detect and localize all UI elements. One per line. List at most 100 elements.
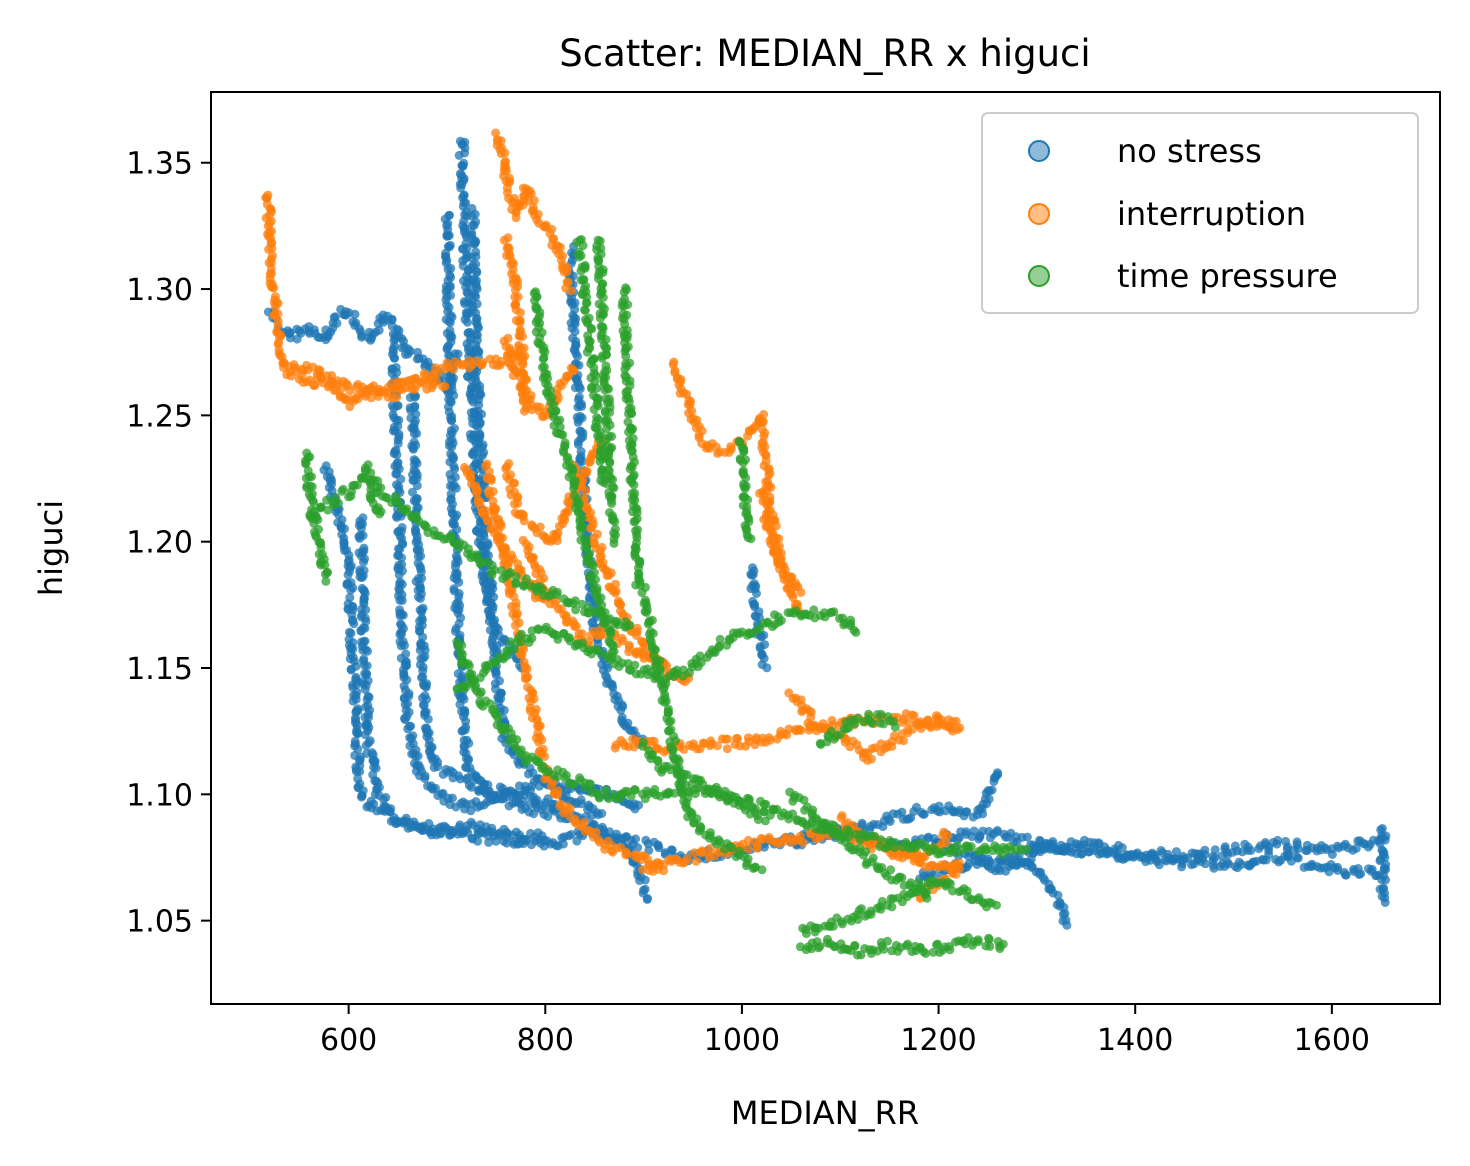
scatter-point bbox=[559, 267, 569, 277]
scatter-point bbox=[389, 403, 399, 413]
scatter-point bbox=[492, 710, 501, 720]
scatter-point bbox=[801, 929, 811, 939]
scatter-point bbox=[623, 718, 633, 728]
scatter-point bbox=[631, 834, 641, 844]
scatter-point bbox=[361, 741, 371, 750]
scatter-point bbox=[996, 859, 1006, 869]
scatter-point bbox=[348, 652, 358, 662]
scatter-point bbox=[985, 786, 995, 796]
scatter-point bbox=[993, 768, 1002, 778]
scatter-point bbox=[581, 486, 591, 496]
scatter-point bbox=[655, 666, 665, 675]
scatter-point bbox=[483, 786, 493, 796]
scatter-point bbox=[477, 451, 487, 461]
scatter-point bbox=[573, 437, 583, 447]
scatter-point bbox=[945, 945, 955, 955]
scatter-point bbox=[850, 940, 860, 950]
scatter-point bbox=[460, 299, 470, 309]
scatter-point bbox=[619, 301, 629, 311]
scatter-point bbox=[447, 793, 457, 803]
scatter-point bbox=[1151, 855, 1161, 865]
scatter-point bbox=[606, 629, 616, 639]
scatter-point bbox=[543, 812, 553, 821]
scatter-point bbox=[640, 875, 650, 885]
scatter-point bbox=[1048, 837, 1058, 846]
scatter-point bbox=[569, 366, 579, 376]
scatter-point bbox=[535, 522, 545, 532]
scatter-point bbox=[553, 790, 563, 800]
scatter-point bbox=[457, 161, 467, 170]
scatter-point bbox=[359, 586, 369, 596]
scatter-point bbox=[759, 653, 769, 663]
scatter-point bbox=[360, 712, 370, 722]
scatter-point bbox=[356, 524, 366, 533]
scatter-point bbox=[897, 807, 907, 817]
scatter-point bbox=[1200, 845, 1210, 855]
scatter-point bbox=[442, 256, 452, 266]
scatter-point bbox=[376, 507, 386, 516]
scatter-point bbox=[457, 244, 467, 254]
scatter-point bbox=[762, 663, 772, 673]
scatter-point bbox=[436, 829, 445, 839]
scatter-point bbox=[612, 833, 622, 842]
scatter-point bbox=[420, 771, 430, 781]
scatter-point bbox=[417, 615, 427, 625]
scatter-point bbox=[589, 363, 599, 373]
scatter-point bbox=[362, 669, 372, 679]
scatter-point bbox=[498, 791, 508, 801]
scatter-point bbox=[469, 435, 479, 445]
scatter-point bbox=[443, 242, 453, 251]
scatter-point bbox=[451, 483, 461, 493]
scatter-point bbox=[402, 711, 412, 721]
scatter-point bbox=[558, 839, 568, 849]
scatter-point bbox=[316, 560, 326, 570]
scatter-point bbox=[782, 730, 792, 740]
scatter-point bbox=[269, 283, 279, 293]
scatter-point bbox=[351, 706, 361, 716]
scatter-point bbox=[762, 499, 772, 509]
scatter-point bbox=[456, 183, 466, 193]
scatter-point bbox=[419, 700, 429, 710]
scatter-point bbox=[501, 341, 511, 351]
scatter-point bbox=[346, 585, 356, 595]
scatter-point bbox=[622, 361, 632, 371]
scatter-point bbox=[465, 280, 474, 290]
scatter-point bbox=[574, 252, 584, 262]
scatter-point bbox=[495, 360, 505, 370]
scatter-point bbox=[603, 663, 613, 673]
scatter-point bbox=[470, 209, 480, 219]
scatter-point bbox=[410, 392, 420, 402]
scatter-point bbox=[413, 552, 423, 561]
scatter-point bbox=[539, 573, 549, 583]
scatter-point bbox=[954, 832, 964, 842]
scatter-point bbox=[761, 451, 771, 461]
scatter-point bbox=[458, 220, 468, 230]
scatter-point bbox=[607, 499, 617, 508]
scatter-point bbox=[422, 732, 432, 742]
scatter-point bbox=[464, 754, 473, 764]
scatter-point bbox=[547, 224, 557, 234]
scatter-point bbox=[396, 641, 406, 651]
scatter-point bbox=[1168, 856, 1178, 866]
scatter-point bbox=[443, 219, 453, 229]
scatter-point bbox=[360, 730, 370, 740]
scatter-point bbox=[455, 820, 465, 830]
scatter-point bbox=[573, 402, 583, 412]
scatter-point bbox=[285, 329, 294, 339]
scatter-point bbox=[596, 331, 606, 341]
scatter-point bbox=[576, 799, 586, 809]
scatter-point bbox=[446, 263, 456, 273]
chart-title: Scatter: MEDIAN_RR x higuci bbox=[559, 32, 1090, 75]
scatter-point bbox=[1011, 861, 1021, 871]
scatter-point bbox=[1053, 890, 1063, 900]
scatter-point bbox=[664, 726, 673, 736]
scatter-point bbox=[444, 211, 454, 220]
scatter-point bbox=[985, 941, 995, 951]
scatter-point bbox=[562, 770, 571, 780]
scatter-point bbox=[507, 354, 517, 364]
scatter-point bbox=[418, 672, 428, 682]
scatter-point bbox=[355, 572, 365, 582]
scatter-point bbox=[423, 714, 433, 724]
scatter-point bbox=[362, 661, 372, 671]
